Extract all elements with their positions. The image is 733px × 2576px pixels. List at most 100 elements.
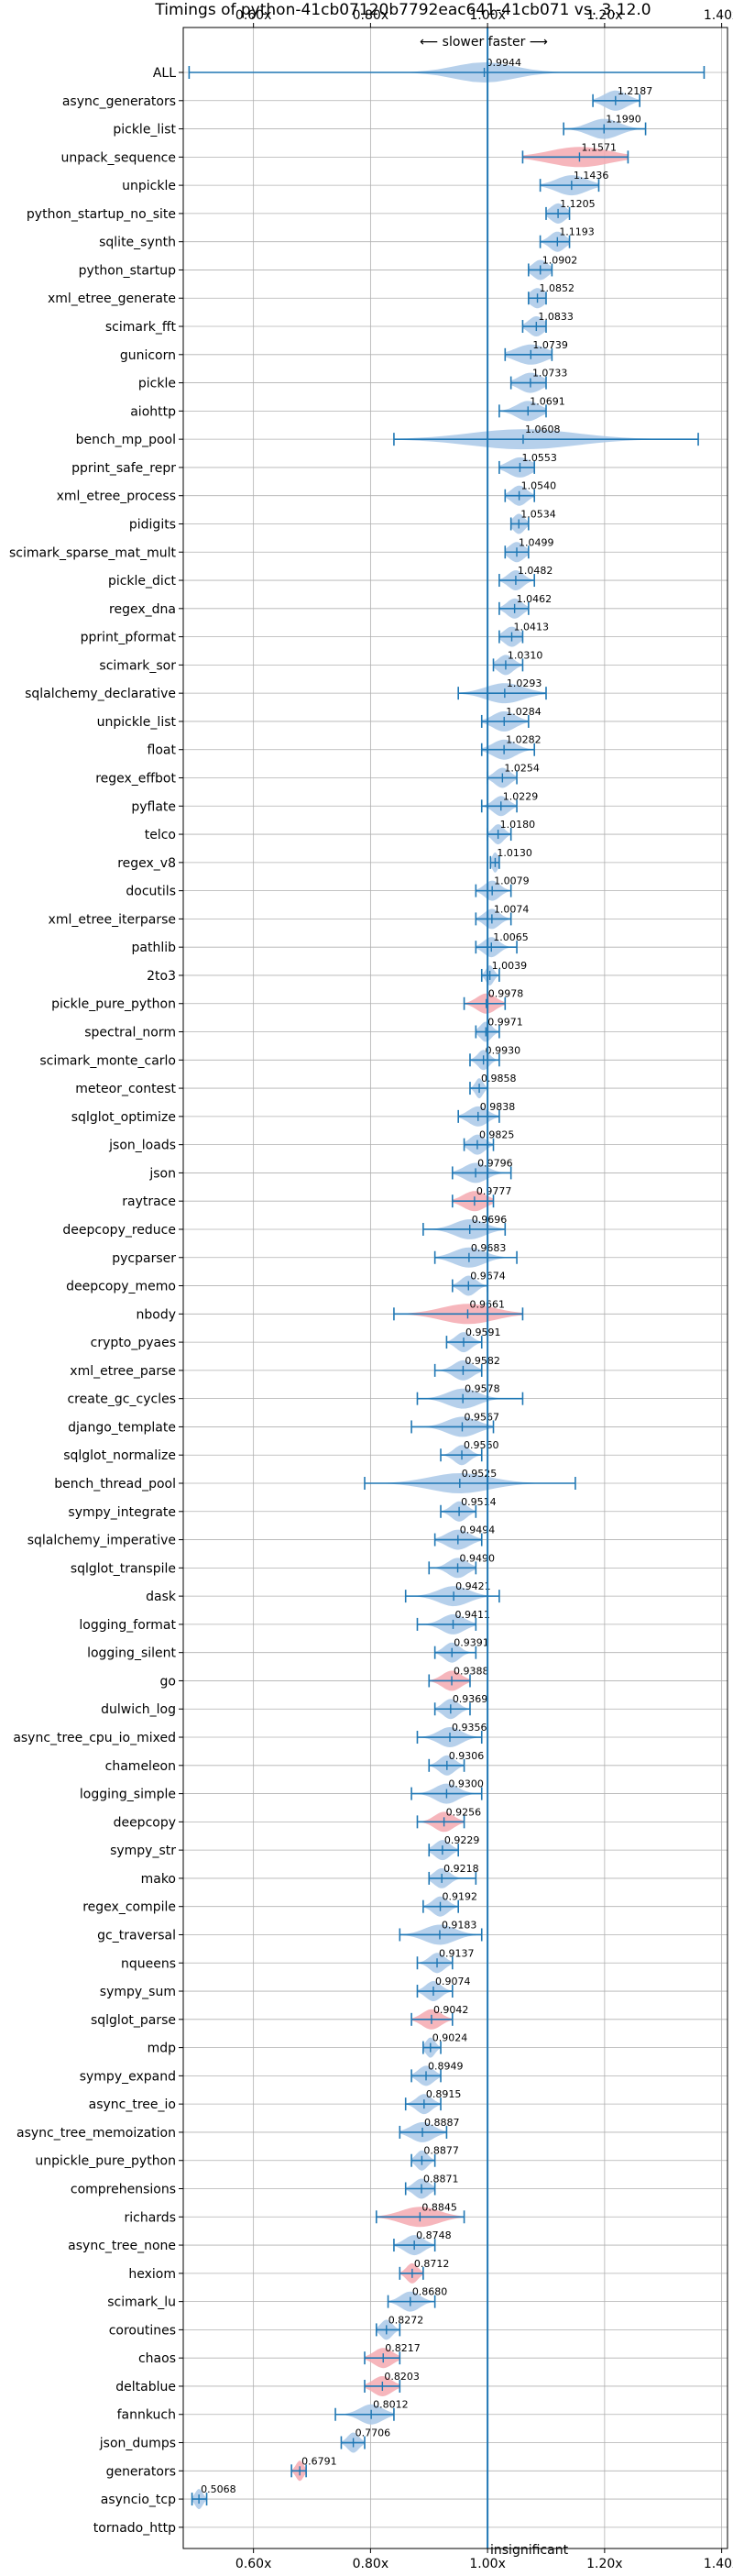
top-tick-label: 1.20x [586, 8, 622, 23]
benchmark-label: pickle_pure_python [51, 997, 176, 1012]
value-label: 0.8748 [416, 2229, 452, 2241]
value-label: 1.0065 [493, 931, 529, 943]
benchmark-label: regex_dna [109, 602, 176, 617]
insignificant-note: insignificant [490, 2543, 569, 2558]
value-label: 1.0608 [525, 424, 561, 435]
chart-title: Timings of python-41cb07120b7792eac641-4… [154, 1, 651, 19]
value-label: 1.0833 [538, 311, 574, 323]
value-label: 0.8871 [423, 2174, 459, 2185]
benchmark-label: bench_thread_pool [54, 1477, 176, 1492]
benchmark-label: unpickle_pure_python [35, 2154, 176, 2169]
value-label: 1.0553 [521, 452, 557, 464]
benchmark-label: scimark_sor [99, 658, 176, 673]
benchmark-label: pidigits [129, 517, 176, 532]
value-label: 0.8845 [421, 2201, 457, 2213]
top-tick-label: 0.60x [235, 8, 271, 23]
benchmark-label: pickle_list [113, 123, 176, 138]
benchmark-label: json_dumps [99, 2437, 176, 2451]
value-label: 1.0074 [494, 903, 530, 915]
benchmark-label: nqueens [121, 1956, 176, 1971]
benchmark-label: docutils [126, 885, 176, 899]
value-label: 1.1436 [574, 170, 609, 182]
benchmark-label: telco [145, 828, 176, 842]
benchmark-label: sqlglot_optimize [71, 1110, 176, 1125]
benchmark-label: generators [106, 2464, 176, 2479]
benchmark-label: async_tree_io [89, 2097, 176, 2112]
value-label: 0.9074 [435, 1976, 470, 1987]
value-label: 0.9042 [433, 2004, 469, 2016]
benchmark-label: pprint_safe_repr [71, 461, 176, 476]
value-label: 0.9256 [446, 1806, 481, 1818]
value-label: 0.6791 [301, 2455, 337, 2467]
value-label: 1.0310 [508, 649, 543, 661]
benchmark-label: scimark_sparse_mat_mult [9, 545, 176, 560]
benchmark-label: json [148, 1166, 176, 1181]
plot-frame [182, 27, 728, 2549]
benchmark-label: deepcopy_reduce [62, 1223, 176, 1238]
value-label: 0.9514 [461, 1496, 497, 1508]
value-label: 0.8949 [428, 2060, 464, 2072]
value-label: 0.9183 [442, 1919, 476, 1931]
benchmark-label: sqlalchemy_imperative [27, 1534, 176, 1548]
benchmark-label: scimark_fft [105, 320, 177, 335]
benchmark-label: crypto_pyaes [91, 1336, 176, 1350]
benchmark-label: logging_format [79, 1618, 176, 1633]
value-label: 1.0691 [530, 395, 565, 407]
value-label: 0.9391 [454, 1637, 488, 1649]
benchmark-label: python_startup [79, 263, 176, 278]
benchmark-label: sqlglot_parse [91, 2013, 176, 2028]
value-label: 0.9858 [481, 1073, 517, 1084]
value-label: 1.0733 [532, 368, 568, 380]
value-label: 0.8012 [373, 2399, 409, 2411]
benchmark-label: nbody [137, 1307, 177, 1322]
value-label: 1.0130 [497, 847, 532, 859]
benchmark-label: sympy_sum [100, 1985, 176, 1999]
bottom-tick-label: 0.60x [235, 2557, 271, 2571]
benchmark-label: logging_silent [87, 1646, 176, 1661]
value-label: 0.9582 [465, 1355, 500, 1367]
benchmark-label: pyflate [131, 799, 176, 814]
value-label: 1.0902 [542, 254, 578, 266]
value-label: 1.2187 [618, 85, 653, 97]
benchmark-label: coroutines [109, 2323, 176, 2338]
value-label: 0.9411 [455, 1609, 491, 1621]
value-label: 0.9567 [464, 1411, 499, 1423]
benchmark-label: chaos [138, 2351, 176, 2366]
value-label: 0.9560 [464, 1439, 499, 1451]
value-label: 0.8877 [423, 2145, 459, 2157]
value-label: 0.9825 [479, 1129, 515, 1141]
benchmark-label: xml_etree_process [57, 490, 176, 504]
value-label: 0.9192 [443, 1891, 478, 1903]
benchmark-label: regex_effbot [95, 772, 176, 787]
benchmark-label: sympy_expand [80, 2069, 176, 2084]
benchmark-label: asyncio_tcp [101, 2493, 176, 2507]
benchmark-label: pycparser [112, 1251, 176, 1266]
benchmark-label: 2to3 [147, 969, 176, 984]
value-label: 0.9683 [471, 1242, 507, 1254]
value-label: 1.1990 [606, 114, 641, 126]
value-label: 0.9978 [488, 988, 524, 1000]
value-label: 0.9490 [460, 1552, 495, 1564]
direction-label: ⟵ slower faster ⟶ [420, 35, 548, 50]
benchmark-label: hexiom [128, 2267, 176, 2282]
value-label: 0.9494 [460, 1525, 495, 1536]
value-label: 0.9578 [465, 1383, 500, 1395]
benchmark-label: dulwich_log [101, 1702, 176, 1717]
value-label: 0.8217 [385, 2342, 421, 2354]
benchmark-label: mako [141, 1872, 176, 1887]
benchmark-label: comprehensions [71, 2183, 176, 2197]
benchmark-label: async_generators [62, 94, 176, 109]
value-label: 1.0079 [494, 875, 530, 887]
benchmark-label: raytrace [122, 1194, 176, 1209]
bottom-tick-label: 1.00x [469, 2557, 505, 2571]
benchmark-label: sympy_integrate [68, 1505, 176, 1520]
benchmark-label: regex_compile [82, 1900, 176, 1915]
value-label: 0.5068 [201, 2483, 236, 2495]
benchmark-label: aiohttp [130, 404, 176, 419]
benchmark-label: tornado_http [93, 2521, 176, 2536]
value-label: 0.9838 [480, 1101, 516, 1113]
benchmark-label: regex_v8 [117, 856, 176, 871]
benchmark-label: unpickle_list [97, 715, 177, 730]
benchmark-label: scimark_lu [107, 2295, 176, 2310]
benchmark-label: django_template [68, 1420, 176, 1435]
